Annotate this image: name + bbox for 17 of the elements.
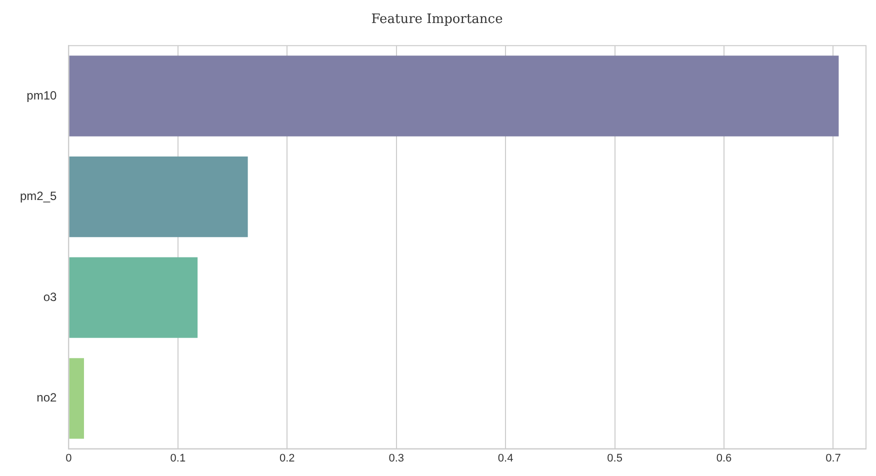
- x-tick-label: 0.3: [388, 452, 404, 464]
- x-tick-label: 0.1: [170, 452, 186, 464]
- x-tick-label: 0.2: [279, 452, 295, 464]
- x-tick-label: 0.5: [607, 452, 622, 464]
- y-tick-label: no2: [36, 390, 58, 405]
- y-tick-label: o3: [43, 290, 58, 304]
- chart-title: Feature Importance: [371, 12, 504, 28]
- bar: [69, 156, 248, 238]
- y-tick-label: pm10: [26, 88, 58, 102]
- bar: [69, 257, 198, 338]
- x-tick-label: 0.4: [498, 452, 514, 464]
- y-tick-label: pm2_5: [20, 189, 58, 204]
- bar: [69, 56, 839, 136]
- bar: [69, 358, 84, 439]
- x-tick-label: 0.7: [826, 452, 841, 464]
- x-tick-label: 0.6: [716, 452, 732, 464]
- x-tick-label: 0: [66, 452, 72, 464]
